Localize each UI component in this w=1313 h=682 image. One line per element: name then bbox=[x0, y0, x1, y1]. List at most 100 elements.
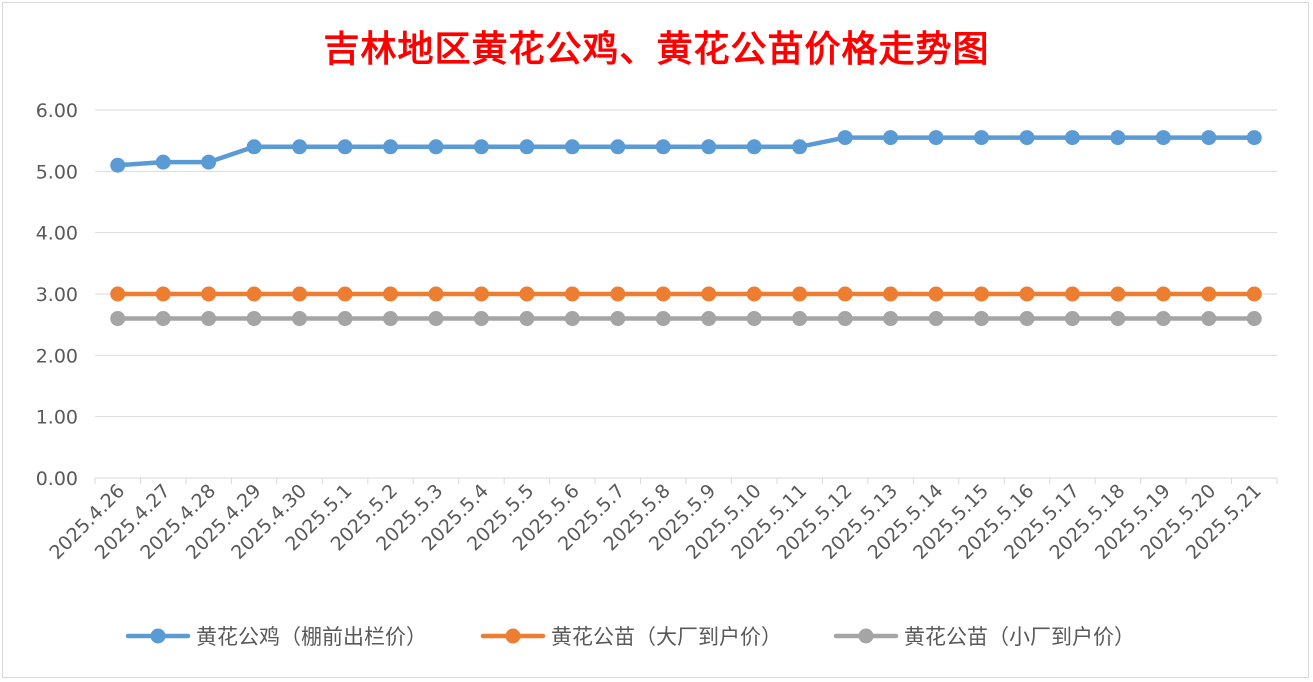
data-point bbox=[292, 286, 308, 302]
y-tick-label: 3.00 bbox=[36, 284, 78, 306]
data-point bbox=[155, 154, 171, 170]
legend-swatch-marker bbox=[505, 628, 521, 644]
legend-label: 黄花公苗（大厂到户价） bbox=[551, 625, 782, 649]
data-point bbox=[201, 154, 217, 170]
data-point bbox=[1064, 311, 1080, 327]
data-point bbox=[1064, 130, 1080, 146]
data-point bbox=[701, 311, 717, 327]
data-point bbox=[1246, 311, 1262, 327]
data-point bbox=[837, 130, 853, 146]
data-point bbox=[792, 139, 808, 155]
data-point bbox=[292, 311, 308, 327]
y-tick-label: 1.00 bbox=[36, 407, 78, 429]
data-point bbox=[473, 139, 489, 155]
data-point bbox=[564, 311, 580, 327]
data-point bbox=[655, 286, 671, 302]
data-point bbox=[564, 139, 580, 155]
x-axis-ticks bbox=[94, 478, 1278, 484]
legend-item: 黄花公苗（大厂到户价） bbox=[480, 625, 782, 649]
data-point bbox=[883, 286, 899, 302]
data-point bbox=[655, 311, 671, 327]
legend-label: 黄花公苗（小厂到户价） bbox=[904, 625, 1135, 649]
data-point bbox=[928, 311, 944, 327]
data-point bbox=[746, 139, 762, 155]
y-tick-label: 4.00 bbox=[36, 223, 78, 245]
data-point bbox=[1201, 286, 1217, 302]
data-point bbox=[883, 311, 899, 327]
chart-title: 吉林地区黄花公鸡、黄花公苗价格走势图 bbox=[323, 28, 990, 70]
data-point bbox=[1110, 130, 1126, 146]
data-point bbox=[1246, 286, 1262, 302]
data-point bbox=[201, 286, 217, 302]
data-point bbox=[974, 286, 989, 302]
data-point bbox=[337, 139, 353, 155]
series-2 bbox=[110, 286, 1262, 302]
data-point bbox=[383, 286, 398, 302]
data-point bbox=[473, 311, 489, 327]
legend-item: 黄花公鸡（棚前出栏价） bbox=[125, 625, 427, 649]
legend-item: 黄花公苗（小厂到户价） bbox=[833, 625, 1135, 649]
data-point bbox=[1019, 286, 1035, 302]
data-point bbox=[928, 286, 944, 302]
data-point bbox=[792, 311, 808, 327]
data-point bbox=[155, 311, 171, 327]
data-point bbox=[1155, 311, 1171, 327]
data-point bbox=[246, 286, 262, 302]
data-point bbox=[1019, 311, 1035, 327]
data-point bbox=[519, 311, 535, 327]
data-point bbox=[610, 311, 626, 327]
data-point bbox=[883, 130, 899, 146]
data-point bbox=[1110, 286, 1126, 302]
data-point bbox=[519, 286, 535, 302]
data-point bbox=[1155, 130, 1171, 146]
legend: 黄花公鸡（棚前出栏价） 黄花公苗（大厂到户价） 黄花公苗（小厂到户价） bbox=[125, 625, 1135, 649]
legend-label: 黄花公鸡（棚前出栏价） bbox=[196, 625, 427, 649]
x-axis-labels: 2025.4.262025.4.272025.4.282025.4.292025… bbox=[45, 480, 1265, 564]
data-point bbox=[701, 139, 717, 155]
data-point bbox=[383, 311, 398, 327]
data-point bbox=[519, 139, 535, 155]
series-1 bbox=[110, 130, 1262, 173]
data-point bbox=[746, 286, 762, 302]
data-point bbox=[1155, 286, 1171, 302]
data-point bbox=[1064, 286, 1080, 302]
data-point bbox=[1246, 130, 1262, 146]
data-point bbox=[110, 286, 126, 302]
data-point bbox=[383, 139, 398, 155]
legend-swatch-marker bbox=[858, 628, 874, 644]
data-point bbox=[428, 139, 444, 155]
data-point bbox=[610, 286, 626, 302]
data-point bbox=[1110, 311, 1126, 327]
data-point bbox=[1201, 130, 1217, 146]
y-tick-label: 2.00 bbox=[36, 345, 78, 367]
data-point bbox=[928, 130, 944, 146]
data-point bbox=[792, 286, 808, 302]
data-point bbox=[837, 286, 853, 302]
data-point bbox=[110, 311, 126, 327]
data-point bbox=[1201, 311, 1217, 327]
data-point bbox=[655, 139, 671, 155]
data-point bbox=[110, 157, 126, 173]
data-point bbox=[292, 139, 308, 155]
y-tick-label: 5.00 bbox=[36, 161, 78, 183]
data-point bbox=[428, 311, 444, 327]
data-point bbox=[974, 130, 989, 146]
legend-swatch-marker bbox=[150, 628, 166, 644]
data-point bbox=[337, 311, 353, 327]
data-point bbox=[201, 311, 217, 327]
data-point bbox=[837, 311, 853, 327]
data-point bbox=[473, 286, 489, 302]
data-point bbox=[974, 311, 989, 327]
data-point bbox=[246, 311, 262, 327]
data-point bbox=[746, 311, 762, 327]
series-3 bbox=[110, 311, 1262, 327]
data-point bbox=[701, 286, 717, 302]
y-axis-labels: 0.00 1.00 2.00 3.00 4.00 5.00 6.00 bbox=[36, 100, 78, 490]
data-point bbox=[428, 286, 444, 302]
data-point bbox=[610, 139, 626, 155]
series-line bbox=[115, 135, 1257, 168]
data-point bbox=[564, 286, 580, 302]
